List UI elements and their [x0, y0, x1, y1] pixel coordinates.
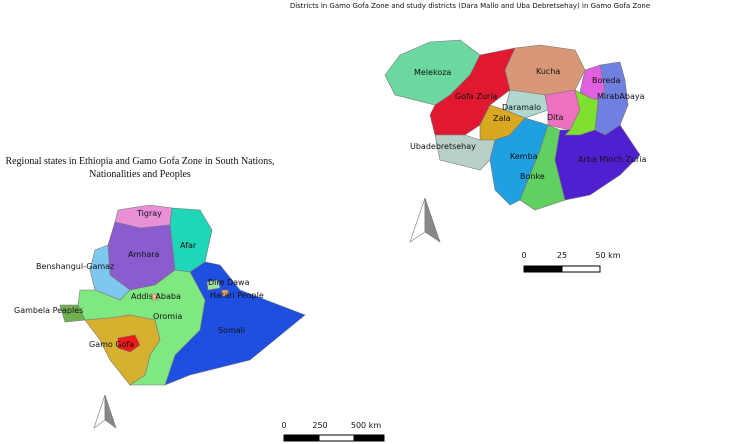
scale-label: 250 [312, 421, 327, 430]
north-arrow [93, 394, 117, 429]
district-label: Boreda [592, 76, 620, 85]
region-shape [206, 279, 221, 291]
region-label: Oromia [153, 312, 182, 321]
gamo-gofa-map: Districts in Gamo Gofa Zone and study di… [290, 2, 650, 273]
region-label: Gamo Gofa [89, 340, 134, 349]
region-label: Addis Ababa [131, 292, 181, 301]
district-label: Zala [493, 114, 511, 123]
map-title: Regional states in Ethiopia and Gamo Gof… [5, 156, 274, 167]
district-shape [434, 134, 496, 171]
district-label: Kucha [536, 67, 560, 76]
district-shape [504, 89, 549, 119]
district-label: Arba Minch Zuria [578, 155, 647, 164]
region-label: Amhara [128, 250, 160, 259]
map-title: Nationalities and Peoples [89, 169, 191, 180]
scale-bar: 0 250 500 km [281, 421, 385, 442]
district-label: Gofa Zuria [455, 92, 497, 101]
region-label: Afar [180, 241, 197, 250]
map-title: Districts in Gamo Gofa Zone and study di… [290, 2, 650, 10]
region-shape [221, 289, 229, 297]
district-label: Kemba [510, 152, 538, 161]
scale-bar: 0 25 50 km [521, 251, 621, 273]
region-label: Somali [218, 326, 245, 335]
district-label: Ubadebretsehay [410, 142, 476, 151]
scale-label: 25 [557, 251, 567, 260]
scale-label: 50 km [595, 251, 620, 260]
district-label: Bonke [520, 172, 545, 181]
scale-label: 0 [281, 421, 286, 430]
region-shape [151, 293, 159, 301]
district-label: MirabAbaya [597, 92, 645, 101]
district-label: Melekoza [414, 68, 451, 77]
scale-label: 500 km [351, 421, 381, 430]
region-label: Gambela Peaples [14, 306, 83, 315]
ethiopia-map: Regional states in Ethiopia and Gamo Gof… [5, 156, 385, 442]
region-shape [84, 314, 161, 386]
region-label: Benshangul-Gamaz [36, 262, 114, 271]
region-label: Dire Dawa [208, 278, 250, 287]
north-arrow [409, 197, 441, 243]
district-shape [554, 124, 641, 201]
region-label: Harari People [210, 291, 264, 300]
region-shape [117, 334, 141, 353]
district-label: Daramalo [502, 103, 541, 112]
district-label: Dita [547, 113, 564, 122]
scale-label: 0 [521, 251, 526, 260]
region-label: Tigray [136, 209, 162, 218]
